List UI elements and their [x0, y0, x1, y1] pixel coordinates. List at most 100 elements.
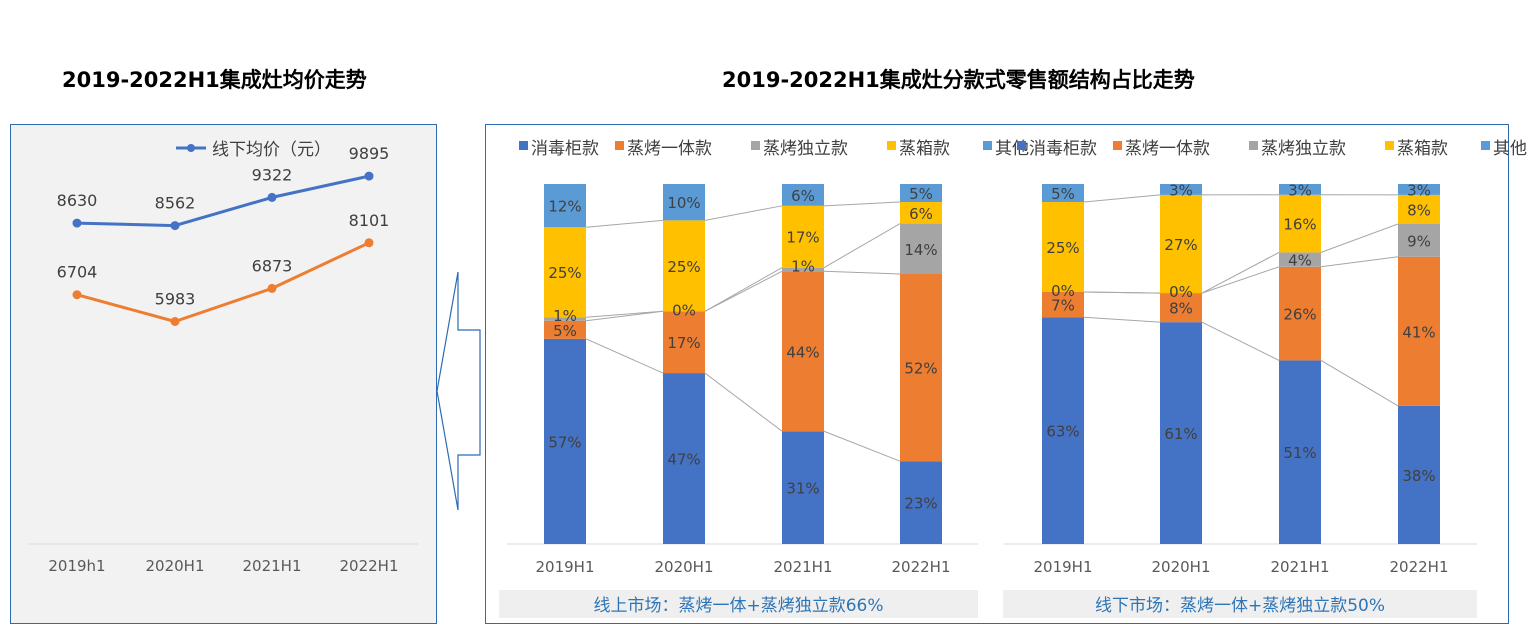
bar-segment: [544, 227, 586, 318]
bar-data-label: 5%: [909, 185, 933, 203]
line-x-tick: 2021H1: [243, 557, 302, 575]
bar-data-label: 16%: [1283, 216, 1316, 234]
line-series-1: [76, 241, 370, 323]
bar-data-label: 51%: [1283, 444, 1316, 462]
bar-data-label: 47%: [667, 451, 700, 469]
bar-segment: [1279, 252, 1321, 267]
bar-data-label: 14%: [904, 241, 937, 259]
bar-data-label: 1%: [791, 258, 815, 276]
line-series-0: [76, 174, 370, 228]
bar-data-label: 5%: [553, 322, 577, 340]
bar-legend-label: 蒸烤独立款: [1261, 139, 1346, 159]
bar-legend-swatch: [1385, 141, 1394, 150]
bar-segment: [544, 184, 586, 228]
bar-segment: [1042, 292, 1084, 318]
bar-segment: [1279, 194, 1321, 253]
bar-data-label: 0%: [672, 301, 696, 319]
bar-legend-swatch: [751, 141, 760, 150]
line-data-label: 9895: [349, 144, 390, 163]
bar-x-tick: 2019H1: [1034, 558, 1093, 576]
bar-data-label: 8%: [1407, 202, 1431, 220]
bar-data-label: 12%: [548, 198, 581, 216]
bar-data-label: 25%: [1046, 239, 1079, 257]
bar-x-tick: 2020H1: [1152, 558, 1211, 576]
line-data-label: 5983: [155, 290, 196, 309]
bar-connector-line: [1083, 316, 1161, 323]
bar-data-label: 61%: [1164, 425, 1197, 443]
bar-segment: [1398, 256, 1440, 406]
bar-segment: [1279, 360, 1321, 544]
bar-connector-line: [1320, 359, 1399, 407]
line-data-label: 8101: [349, 211, 390, 230]
bar-segment: [782, 205, 824, 268]
bar-legend-swatch: [519, 141, 528, 150]
bar-connector-line: [823, 270, 901, 275]
bar-connector-line: [1320, 223, 1399, 253]
bar-data-label: 44%: [786, 343, 819, 361]
bar-segment: [782, 184, 824, 206]
bar-data-label: 23%: [904, 495, 937, 513]
bar-segment: [900, 274, 942, 462]
line-data-label: 9322: [252, 165, 293, 184]
bar-data-label: 3%: [1288, 181, 1312, 199]
bar-connector-line: [823, 430, 901, 462]
bar-segment: [900, 184, 942, 202]
bar-connector-line: [704, 267, 783, 312]
bar-connector-line: [1201, 321, 1280, 361]
bar-x-tick: 2019H1: [536, 558, 595, 576]
line-point: [267, 283, 277, 293]
bar-data-label: 26%: [1283, 306, 1316, 324]
bar-legend-label: 蒸烤独立款: [763, 139, 848, 159]
bar-legend-swatch: [887, 141, 896, 150]
bar-legend-label: 消毒柜款: [1029, 139, 1097, 159]
line-data-label: 6873: [252, 256, 293, 275]
line-legend-marker: [187, 144, 195, 152]
bar-data-label: 52%: [904, 360, 937, 378]
bar-data-label: 3%: [1169, 182, 1193, 200]
bar-data-label: 0%: [1051, 282, 1075, 300]
bar-x-tick: 2021H1: [1271, 558, 1330, 576]
bar-x-tick: 2022H1: [1390, 558, 1449, 576]
line-x-tick: 2019h1: [48, 557, 105, 575]
bar-x-tick: 2021H1: [774, 558, 833, 576]
bar-segment: [1398, 224, 1440, 257]
bar-legend-swatch: [615, 141, 624, 150]
bar-legend-swatch: [1249, 141, 1258, 150]
bar-data-label: 8%: [1169, 300, 1193, 318]
line-point: [72, 290, 82, 300]
line-point: [267, 192, 277, 202]
bar-connector-line: [585, 310, 664, 318]
bar-legend-label: 蒸烤一体款: [1125, 139, 1210, 159]
line-data-label: 6704: [57, 263, 98, 282]
bar-connector-line: [585, 310, 664, 322]
bar-legend-label: 消毒柜款: [531, 139, 599, 159]
right-chart-title: 2019-2022H1集成灶分款式零售额结构占比走势: [722, 68, 1195, 92]
bar-legend-swatch: [983, 141, 992, 150]
bar-connector-line: [1083, 194, 1161, 203]
bar-legend-swatch: [1113, 141, 1122, 150]
line-point: [170, 221, 180, 231]
bar-legend-label: 蒸烤一体款: [627, 139, 712, 159]
line-data-label: 8630: [57, 191, 98, 210]
bar-data-label: 7%: [1051, 297, 1075, 315]
bar-data-label: 5%: [1051, 185, 1075, 203]
stacked-bar-panel: [485, 124, 1509, 624]
bar-data-label: 31%: [786, 480, 819, 498]
bar-connector-line: [704, 372, 783, 432]
bar-connector-line: [1083, 291, 1161, 294]
line-legend-label: 线下均价（元）: [212, 140, 331, 160]
bar-footer-text: 线上市场：蒸烤一体+蒸烤独立款66%: [593, 596, 883, 616]
bar-legend-swatch: [1481, 141, 1490, 150]
bar-footer-box: [1003, 590, 1477, 618]
line-data-label: 8562: [155, 194, 196, 213]
bar-segment: [663, 373, 705, 544]
bar-segment: [663, 220, 705, 312]
bar-segment: [782, 431, 824, 544]
line-point: [72, 218, 82, 228]
bar-connector-line: [585, 338, 664, 374]
line-point: [364, 238, 374, 248]
bar-connector-line: [704, 270, 783, 312]
bar-data-label: 17%: [786, 229, 819, 247]
